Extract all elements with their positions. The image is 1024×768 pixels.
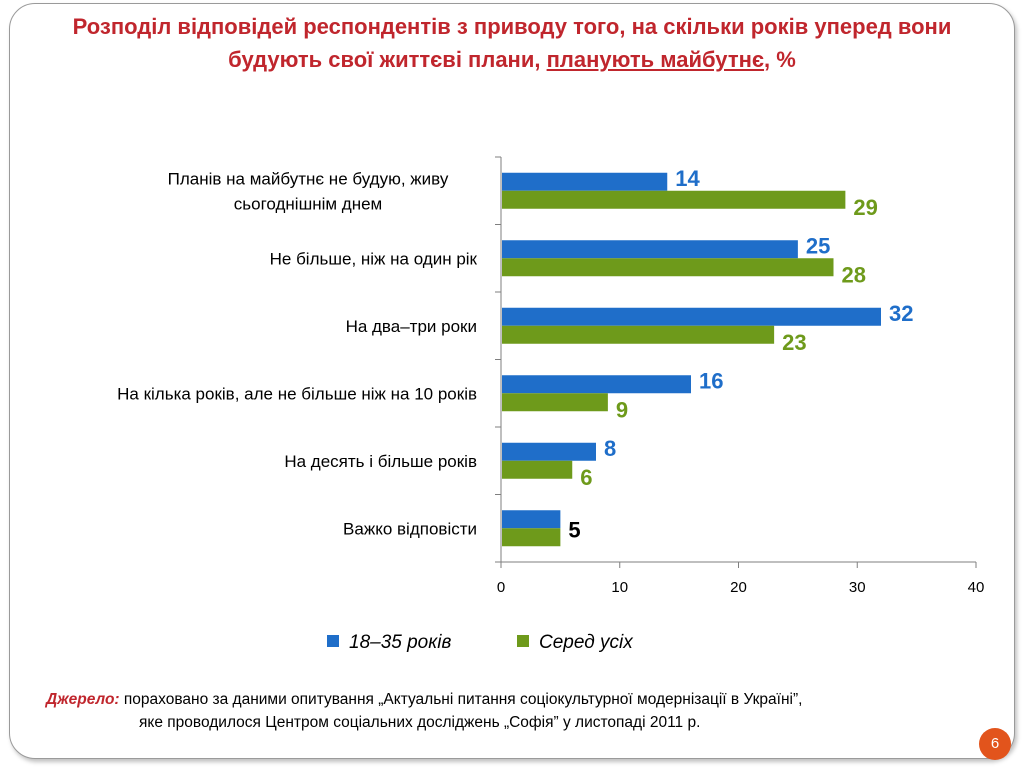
- series-2-data-label: 29: [853, 195, 877, 220]
- page-number-badge: 6: [979, 728, 1011, 760]
- series-2-data-label: 6: [580, 465, 592, 490]
- category-label: Не більше, ніж на один рік: [270, 249, 478, 268]
- legend-label-2: Серед усіх: [539, 632, 634, 653]
- series-2-data-label: 28: [842, 262, 866, 287]
- fifth-series-2-bar: [502, 460, 573, 479]
- category-label: сьогоднішнім днем: [234, 194, 382, 213]
- category-label: Важко відповісти: [343, 519, 477, 538]
- category-label: На кілька років, але не більше ніж на 10…: [117, 384, 477, 403]
- series-2-data-label: 23: [782, 330, 806, 355]
- source-line-2: яке проводилося Центром соціальних дослі…: [139, 714, 701, 731]
- fourth-series-2-bar: [502, 393, 608, 412]
- category-label: На два–три роки: [346, 317, 477, 336]
- series-1-data-label: 14: [675, 166, 700, 191]
- series-1-data-label: 8: [604, 436, 616, 461]
- title-suffix: , %: [764, 47, 796, 72]
- sixth-series-1-bar: [502, 510, 561, 529]
- title-underlined-text: планують майбутнє: [546, 47, 765, 72]
- third-series-1-bar: [502, 307, 881, 326]
- fourth-series-1-bar: [502, 375, 691, 394]
- second-series-1-bar: [502, 240, 798, 259]
- source-label: Джерело:: [46, 691, 120, 708]
- third-series-2-bar: [502, 325, 775, 344]
- source-note: Джерело: пораховано за даними опитування…: [46, 688, 986, 734]
- data-label: 5: [568, 517, 580, 542]
- legend-swatch-2: [517, 635, 529, 647]
- series-1-data-label: 25: [806, 233, 830, 258]
- first-series-1-bar: [502, 172, 668, 191]
- legend-label-1: 18–35 років: [349, 632, 451, 653]
- series-1-data-label: 16: [699, 368, 723, 393]
- x-tick-label: 0: [497, 579, 505, 596]
- source-line-1: пораховано за даними опитування „Актуаль…: [123, 691, 803, 708]
- legend-swatch-1: [327, 635, 339, 647]
- title-text: Розподіл відповідей респондентів з приво…: [72, 14, 952, 72]
- category-label: Планів на майбутнє не будую, живу: [168, 169, 449, 188]
- x-tick-label: 20: [730, 579, 747, 596]
- category-label: На десять і більше років: [284, 452, 477, 471]
- fifth-series-1-bar: [502, 442, 596, 461]
- x-tick-label: 40: [968, 579, 985, 596]
- page-title: Розподіл відповідей респондентів з приво…: [40, 10, 984, 76]
- series-2-data-label: 9: [616, 397, 628, 422]
- first-series-2-bar: [502, 190, 846, 209]
- second-series-2-bar: [502, 258, 834, 277]
- series-1-data-label: 32: [889, 301, 913, 326]
- x-tick-label: 10: [611, 579, 628, 596]
- sixth-series-2-bar: [502, 528, 561, 547]
- x-tick-label: 30: [849, 579, 866, 596]
